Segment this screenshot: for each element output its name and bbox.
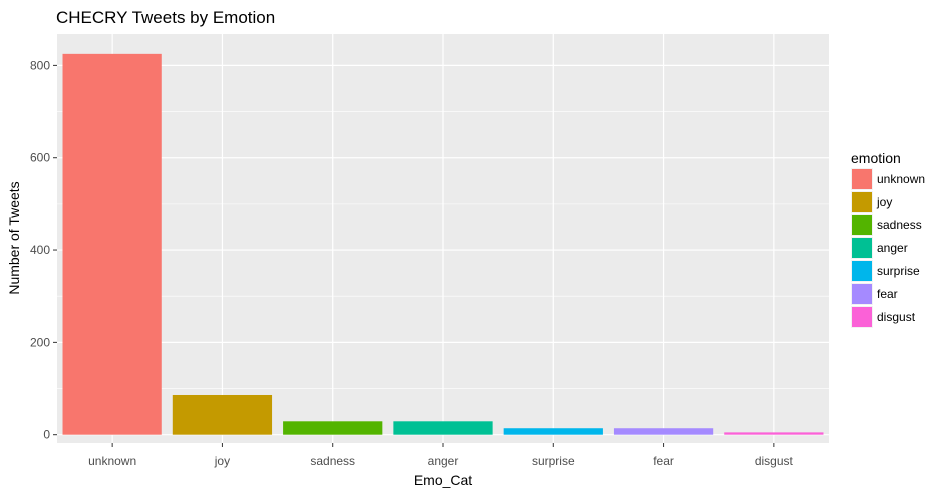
legend-swatch-anger <box>852 238 872 258</box>
legend-swatch-unknown <box>852 169 872 189</box>
x-tick-label: sadness <box>310 454 355 468</box>
y-tick-label: 400 <box>30 243 50 257</box>
x-tick-label: fear <box>653 454 674 468</box>
x-tick-label: unknown <box>88 454 136 468</box>
x-tick-label: anger <box>428 454 459 468</box>
legend-label-joy: joy <box>876 195 892 209</box>
bar-disgust <box>724 432 824 435</box>
legend-label-surprise: surprise <box>877 264 920 278</box>
y-tick-label: 800 <box>30 58 50 72</box>
legend-swatch-surprise <box>852 261 872 281</box>
y-axis-title: Number of Tweets <box>6 181 22 294</box>
legend-label-unknown: unknown <box>877 172 925 186</box>
bars <box>62 53 824 435</box>
bar-fear <box>613 428 714 435</box>
y-tick-label: 200 <box>30 335 50 349</box>
y-tick-label: 600 <box>30 151 50 165</box>
legend-label-anger: anger <box>877 241 908 255</box>
y-tick-label: 0 <box>43 428 50 442</box>
legend-swatch-joy <box>852 192 872 212</box>
legend-title: emotion <box>851 150 901 166</box>
bar-anger <box>393 421 493 435</box>
legend-label-disgust: disgust <box>877 310 916 324</box>
bar-unknown <box>62 53 162 435</box>
x-tick-label: surprise <box>532 454 575 468</box>
legend-swatch-fear <box>852 284 872 304</box>
bar-joy <box>172 394 273 435</box>
legend-label-fear: fear <box>877 287 898 301</box>
x-axis: unknown joy sadness anger surprise fear disgus… <box>88 443 794 468</box>
y-axis: 0 200 400 600 800 <box>30 58 57 442</box>
x-tick-label: disgust <box>755 454 794 468</box>
chart-title: CHECRY Tweets by Emotion <box>56 8 275 27</box>
x-tick-label: joy <box>214 454 230 468</box>
bar-sadness <box>283 421 383 435</box>
bar-surprise <box>503 428 603 435</box>
legend-swatch-sadness <box>852 215 872 235</box>
x-axis-title: Emo_Cat <box>414 472 472 488</box>
legend: emotion unknown joy sadness anger surprise fe… <box>851 150 925 328</box>
legend-swatch-disgust <box>852 307 872 327</box>
legend-label-sadness: sadness <box>877 218 922 232</box>
